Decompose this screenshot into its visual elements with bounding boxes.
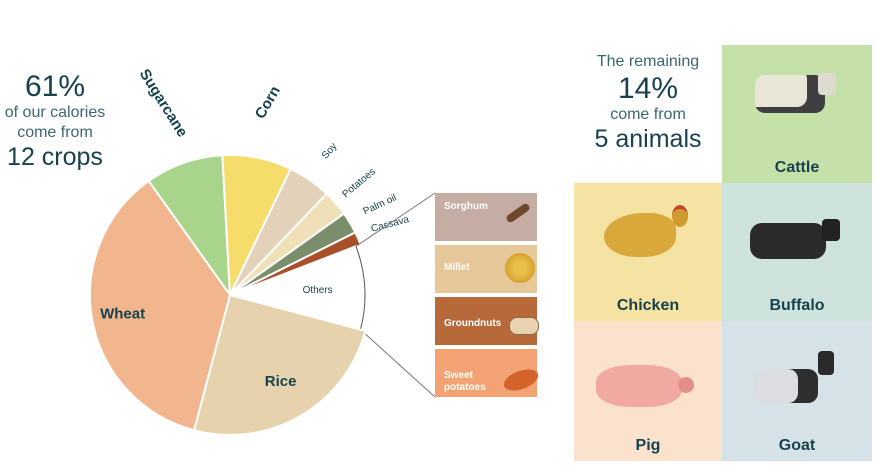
- groundnut-icon: [509, 317, 539, 335]
- cattle-label: Cattle: [774, 159, 820, 176]
- goat-label: Goat: [778, 437, 816, 454]
- animal-card-buffalo: Buffalo: [722, 183, 872, 321]
- pie-label-sugarcane: Sugarcane: [136, 66, 191, 140]
- others-connector-line: [360, 329, 436, 398]
- animal-card-pig: Pig: [574, 321, 722, 461]
- pie-label-corn: Corn: [252, 83, 284, 122]
- sorghum-icon: [505, 202, 531, 224]
- sweet-potatoes-label: Sweet potatoes: [444, 370, 486, 393]
- right-stat-percent: 14%: [617, 72, 679, 105]
- cattle-head-icon: [818, 73, 836, 95]
- pig-snout-icon: [678, 377, 694, 393]
- goat-icon: [754, 369, 818, 403]
- pie-slice-cassava: [229, 231, 362, 296]
- pie-slice-wheat: [89, 179, 232, 432]
- pie-label-rice: Rice: [265, 373, 297, 390]
- pie-label-cassava: Cassava: [370, 214, 411, 235]
- left-stat-line1: of our calories: [4, 104, 106, 121]
- right-stat: The remaining 14% come from 5 animals: [578, 52, 718, 154]
- others-slice-outline: [355, 246, 366, 330]
- millet-label: Millet: [444, 262, 470, 273]
- chicken-label: Chicken: [616, 297, 680, 314]
- others-box-groundnuts: Groundnuts: [435, 297, 539, 345]
- pie-label-potatoes: Potatoes: [340, 166, 377, 200]
- left-stat-line2: come from: [17, 124, 93, 141]
- sweet-potato-icon: [501, 365, 541, 395]
- others-connector-line: [355, 192, 436, 247]
- right-stat-line1: The remaining: [596, 53, 700, 70]
- right-stat-line2: come from: [610, 106, 686, 123]
- groundnuts-label: Groundnuts: [444, 318, 502, 329]
- others-box-millet: Millet: [435, 245, 537, 293]
- cattle-icon: [755, 75, 825, 113]
- animal-card-chicken: Chicken: [574, 183, 722, 321]
- buffalo-head-icon: [822, 219, 840, 241]
- left-stat: 61% of our calories come from 12 crops: [0, 70, 120, 172]
- pie-slice-sugarcane: [147, 154, 232, 299]
- pie-label-soy: Soy: [320, 141, 340, 161]
- animal-card-cattle: Cattle: [722, 45, 872, 183]
- buffalo-icon: [750, 223, 826, 259]
- millet-icon: [505, 253, 535, 283]
- chicken-head-icon: [672, 205, 688, 227]
- pig-label: Pig: [635, 437, 661, 454]
- left-stat-crops: 12 crops: [7, 143, 103, 171]
- goat-head-icon: [818, 351, 834, 375]
- others-box-sweet-potatoes: Sweet potatoes: [435, 349, 541, 397]
- chicken-icon: [604, 213, 676, 257]
- animal-card-goat: Goat: [722, 321, 872, 461]
- sorghum-label: Sorghum: [444, 201, 488, 212]
- pie-label-palm-oil: Palm oil: [362, 192, 399, 217]
- left-stat-percent: 61%: [24, 70, 86, 103]
- pie-label-wheat: Wheat: [100, 306, 145, 323]
- others-box-sorghum: Sorghum: [435, 193, 537, 241]
- right-stat-animals: 5 animals: [594, 125, 702, 153]
- pie-label-others: Others: [303, 285, 333, 296]
- pig-icon: [596, 365, 682, 407]
- pie-slice-rice: [192, 293, 367, 436]
- buffalo-label: Buffalo: [769, 297, 825, 314]
